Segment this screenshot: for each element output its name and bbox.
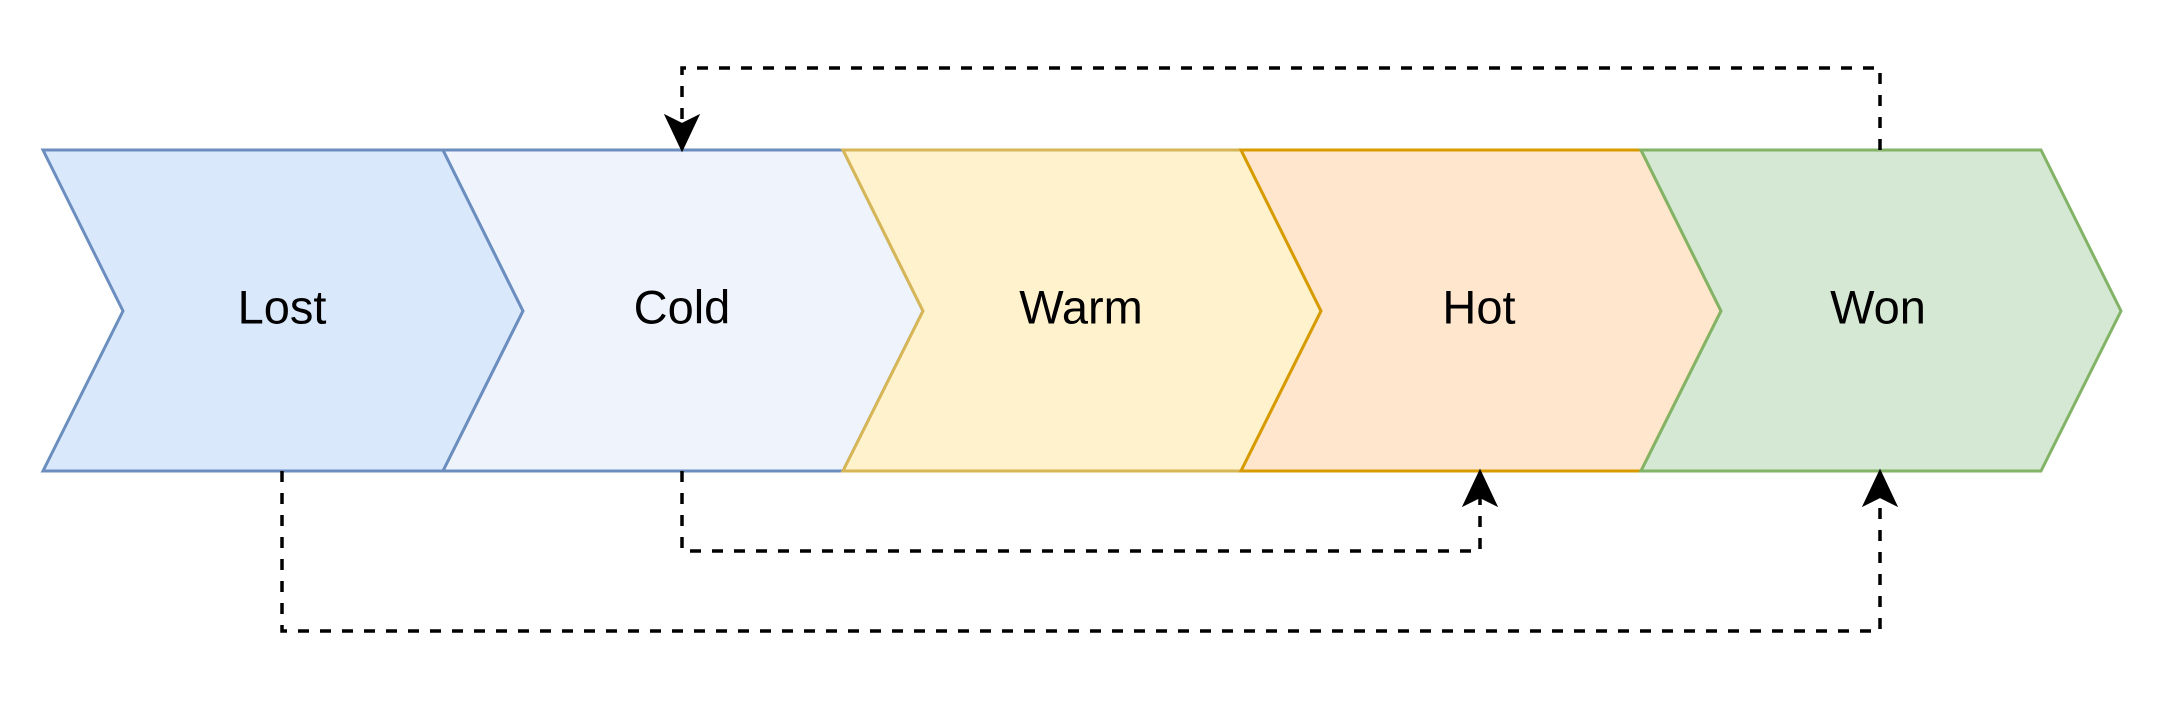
connector-won-to-cold[interactable] [663, 66, 1882, 153]
stage-lost-label: Lost [238, 280, 327, 333]
stage-lost[interactable]: Lost [40, 148, 525, 473]
arrow-up-icon [1461, 468, 1499, 508]
connector-cold-to-hot-line [680, 471, 1482, 553]
stage-won[interactable]: Won [1638, 148, 2123, 473]
stage-warm[interactable]: Warm [840, 148, 1323, 473]
arrow-down-icon [663, 113, 701, 153]
stage-won-shape [1638, 148, 2123, 473]
connector-won-to-cold-line [680, 66, 1882, 150]
stage-won-label: Won [1830, 280, 1926, 333]
stage-warm-label: Warm [1019, 280, 1143, 333]
connector-lost-to-won[interactable] [280, 468, 1899, 633]
arrow-up-icon [1861, 468, 1899, 508]
stage-cold-label: Cold [634, 280, 731, 333]
connector-lost-to-won-line [280, 471, 1882, 633]
connector-cold-to-hot[interactable] [680, 468, 1499, 553]
stage-hot-label: Hot [1442, 280, 1515, 333]
